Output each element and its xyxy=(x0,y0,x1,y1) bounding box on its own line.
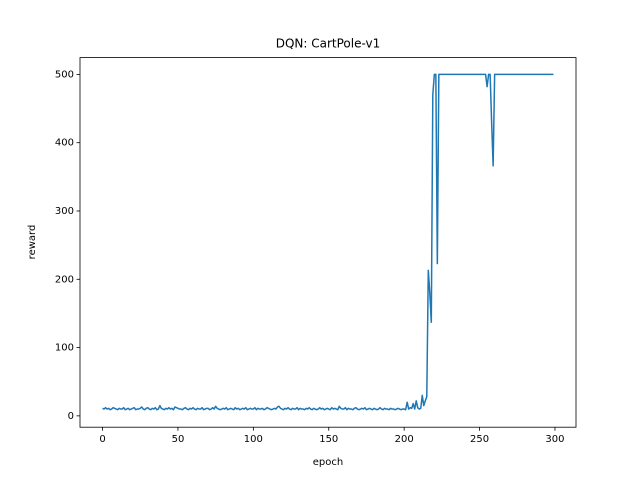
y-tick-label: 500 xyxy=(55,69,74,80)
x-tick-label: 150 xyxy=(319,434,338,445)
y-tick-label: 100 xyxy=(55,343,74,354)
x-tick-label: 300 xyxy=(545,434,564,445)
axes-frame xyxy=(79,57,577,428)
line-series xyxy=(102,73,554,411)
x-tick-label: 50 xyxy=(172,434,185,445)
y-tick-label: 400 xyxy=(55,138,74,149)
x-axis-label: epoch xyxy=(313,457,343,468)
chart-title: DQN: CartPole-v1 xyxy=(276,37,381,51)
y-tick-label: 200 xyxy=(55,274,74,285)
x-tick-label: 0 xyxy=(99,434,105,445)
x-tick-label: 250 xyxy=(470,434,489,445)
y-axis-label: reward xyxy=(27,225,38,260)
y-tick-label: 300 xyxy=(55,206,74,217)
x-tick-label: 200 xyxy=(395,434,414,445)
y-tick-label: 0 xyxy=(68,411,74,422)
x-tick-label: 100 xyxy=(244,434,263,445)
